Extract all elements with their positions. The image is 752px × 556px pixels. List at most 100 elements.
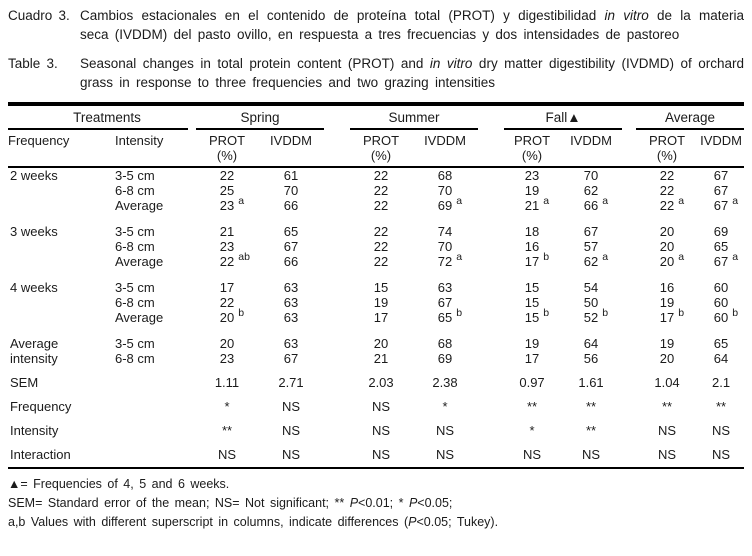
value-cell: 22 a — [636, 195, 698, 213]
value-cell: 20 a — [636, 251, 698, 269]
data-table: Treatments Spring Summer Fall▲ Average F… — [8, 102, 745, 469]
intensity-cell — [112, 366, 188, 390]
cell-value: 65 — [283, 224, 299, 239]
value-cell: 67 — [258, 351, 324, 366]
table-row: 6-8 cm 22 63 19 67 15 50 19 60 — [8, 295, 744, 310]
value-cell: 19 — [636, 325, 698, 351]
cell-value: 65 — [713, 336, 729, 351]
spacer-cell — [622, 310, 636, 325]
cell-value: 67 — [713, 168, 729, 183]
value-cell: 17 b — [636, 307, 698, 325]
cell-superscript: a — [602, 195, 609, 207]
frequency-cell: intensity — [10, 351, 58, 366]
spacer-cell — [622, 183, 636, 198]
value-cell: 17 b — [504, 251, 560, 269]
value-cell: 70 — [412, 239, 478, 254]
cell-value: NS — [281, 399, 301, 414]
frequency-column-header: Frequency — [8, 129, 112, 168]
footnote-text-segment: SEM= Standard error of the mean; NS= Not… — [8, 496, 350, 510]
prot-label: PROT — [513, 133, 551, 148]
cell-value: NS — [435, 447, 455, 462]
cell-value: 22 — [219, 168, 235, 183]
cell-value: 15 — [524, 280, 540, 295]
spacer-cell — [478, 325, 504, 351]
cell-value: 20 — [659, 351, 675, 366]
value-cell: 63 — [412, 269, 478, 295]
cell-value: * — [442, 399, 448, 414]
value-cell: NS — [350, 414, 412, 438]
value-cell: 60 b — [698, 307, 744, 325]
value-cell: 64 — [698, 351, 744, 366]
cell-value: 22 — [219, 295, 235, 310]
value-cell: 65 — [258, 213, 324, 239]
caption-text-segment: Seasonal changes in total protein conten… — [80, 56, 430, 71]
spacer-cell — [188, 239, 196, 254]
value-cell: 22 — [636, 183, 698, 198]
value-cell: 68 — [412, 167, 478, 183]
frequency-cell — [8, 254, 112, 269]
cell-value: 66 a — [583, 195, 609, 213]
value-cell: 52 b — [560, 307, 622, 325]
cell-value: 67 — [283, 351, 299, 366]
spacer-cell — [188, 167, 196, 183]
cell-value: 20 — [373, 336, 389, 351]
cell-value: 63 — [283, 295, 299, 310]
spacer-cell — [478, 239, 504, 254]
cell-value: 66 — [283, 198, 299, 213]
spacer-cell — [188, 183, 196, 198]
cell-value: ** — [715, 399, 727, 414]
value-cell: 25 — [196, 183, 258, 198]
value-cell: 56 — [560, 351, 622, 366]
value-cell: NS — [350, 390, 412, 414]
spacer-cell — [622, 414, 636, 438]
cell-value: 19 — [659, 336, 675, 351]
cell-value: ** — [585, 399, 597, 414]
value-cell: 72 a — [412, 251, 478, 269]
cell-value: 1.04 — [654, 375, 680, 390]
cell-value: 22 ab — [219, 251, 250, 269]
cell-value: 62 — [583, 183, 599, 198]
value-cell: 1.04 — [636, 366, 698, 390]
value-cell: 63 — [258, 269, 324, 295]
cell-value: 22 a — [659, 195, 685, 213]
cell-value: 17 b — [659, 307, 685, 325]
value-cell: 66 — [258, 198, 324, 213]
italic-term: in vitro — [604, 8, 649, 23]
caption-english-text: Seasonal changes in total protein conten… — [80, 54, 744, 92]
cell-value: 67 a — [713, 251, 739, 269]
value-cell: 67 — [698, 183, 744, 198]
cell-value: 52 b — [583, 307, 609, 325]
cell-value: NS — [581, 447, 601, 462]
intensity-cell: 6-8 cm — [115, 183, 155, 198]
value-cell: 17 — [350, 310, 412, 325]
value-cell: ** — [636, 390, 698, 414]
frequency-cell — [8, 183, 112, 198]
frequency-cell: SEM — [10, 375, 39, 390]
value-cell: 22 — [350, 254, 412, 269]
value-cell: 20 — [196, 325, 258, 351]
cell-value: 65 — [713, 239, 729, 254]
value-cell: 19 — [636, 295, 698, 310]
prot-unit: (%) — [521, 148, 543, 163]
cell-value: 66 — [283, 254, 299, 269]
group-summer: Summer — [350, 104, 479, 130]
cell-superscript: b — [543, 307, 550, 319]
spacer-cell — [188, 254, 196, 269]
cell-value: 63 — [283, 310, 299, 325]
value-cell: 1.61 — [560, 366, 622, 390]
cell-value: 16 — [659, 280, 675, 295]
spacer-cell — [622, 325, 636, 351]
intensity-cell: 6-8 cm — [115, 351, 155, 366]
value-cell: 69 — [698, 213, 744, 239]
value-cell: * — [412, 390, 478, 414]
cell-value: 15 — [524, 295, 540, 310]
intensity-cell: 6-8 cm — [115, 239, 155, 254]
cell-value: 67 — [713, 183, 729, 198]
cell-value: NS — [657, 423, 677, 438]
value-cell: 67 — [698, 167, 744, 183]
cell-value: 23 — [219, 239, 235, 254]
spacer-cell — [622, 104, 636, 129]
value-cell: 54 — [560, 269, 622, 295]
cell-value: 20 b — [219, 307, 245, 325]
cell-value: 70 — [437, 239, 453, 254]
